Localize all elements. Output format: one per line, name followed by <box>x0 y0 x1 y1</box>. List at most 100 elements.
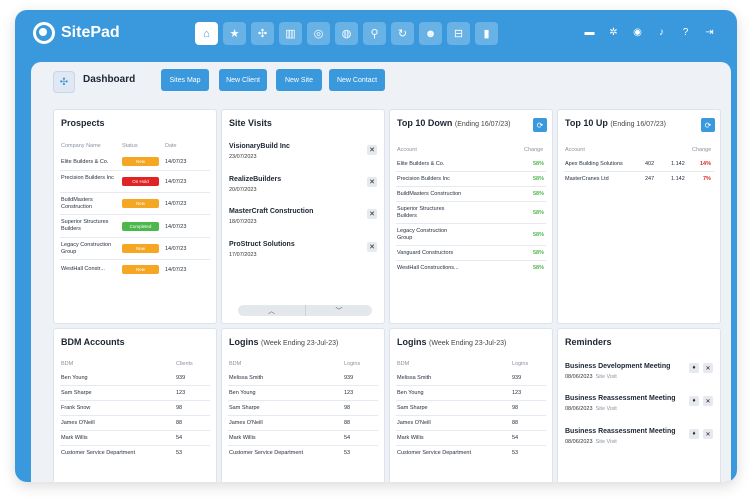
table-row[interactable]: WestHall Constr... New 14/07/23 <box>60 260 210 279</box>
change-value: 58% <box>533 210 545 216</box>
snooze-bell-icon[interactable]: ♦ <box>689 429 699 439</box>
table-row[interactable]: WestHall Constructions... 58% <box>396 261 546 276</box>
column-header: Change <box>692 147 712 153</box>
reminder-type: Site Visit <box>595 374 617 380</box>
table-row[interactable]: Frank Snow 98 <box>60 401 210 416</box>
table-row[interactable]: BuildMasters Construction 58% <box>396 187 546 202</box>
table-row[interactable]: Ben Young 123 <box>396 386 546 401</box>
remove-visit-button[interactable]: ✕ <box>367 242 377 252</box>
chevron-down-icon[interactable]: ﹀ <box>305 305 372 316</box>
remove-visit-button[interactable]: ✕ <box>367 209 377 219</box>
snooze-bell-icon[interactable]: ♦ <box>689 363 699 373</box>
table-row[interactable]: Superior Structures Builders Completed 1… <box>60 215 210 238</box>
table-row[interactable]: Apex Building Solutions 402 1.142 14% <box>564 157 714 172</box>
sites-map-button[interactable]: Sites Map <box>161 69 209 91</box>
login-count: 123 <box>344 390 354 396</box>
account-icon[interactable]: ◉ <box>633 27 642 38</box>
table-row[interactable]: Mark Willis 54 <box>228 431 378 446</box>
table-row[interactable]: BuildMasters Construction New 14/07/23 <box>60 193 210 215</box>
table-row[interactable]: Sam Sharpe 123 <box>60 386 210 401</box>
home-icon[interactable]: ⌂ <box>195 22 218 45</box>
reminder-title[interactable]: Business Development Meeting <box>565 363 671 370</box>
visit-site-name[interactable]: ProStruct Solutions <box>229 241 295 248</box>
date: 14/07/23 <box>165 179 187 185</box>
login-count: 54 <box>512 435 519 441</box>
reminder-meta: 08/06/2023 Site Visit <box>565 374 617 380</box>
reminder-title[interactable]: Business Reassessment Meeting <box>565 395 676 402</box>
table-row[interactable]: Elite Builders & Co. New 14/07/23 <box>60 153 210 171</box>
table-row[interactable]: Melissa Smith 939 <box>228 371 378 386</box>
new-contact-button[interactable]: New Contact <box>329 69 385 91</box>
table-row[interactable]: Customer Service Department 53 <box>396 446 546 461</box>
table-row[interactable]: Ben Young 123 <box>228 386 378 401</box>
column-header: Account <box>565 147 585 153</box>
bdm-name: Ben Young <box>61 375 88 381</box>
visit-date: 23/07/2023 <box>229 154 257 160</box>
logins-card: Logins (Week Ending 23-Jul-23) BDM Login… <box>389 328 553 482</box>
table-row[interactable]: Precision Builders Inc On Hold 14/07/23 <box>60 171 210 193</box>
change-value: 58% <box>533 250 545 256</box>
new-site-button[interactable]: New Site <box>276 69 322 91</box>
sitepad-logo[interactable]: SitePad <box>33 22 120 44</box>
bdm-count: 98 <box>176 405 183 411</box>
reminder-title[interactable]: Business Reassessment Meeting <box>565 428 676 435</box>
table-row[interactable]: Customer Service Department 53 <box>60 446 210 461</box>
refresh-icon[interactable]: ⟳ <box>701 118 715 132</box>
bar-chart-icon[interactable]: ▮ <box>475 22 498 45</box>
table-row[interactable]: Ben Young 939 <box>60 371 210 386</box>
globe-icon[interactable]: ◍ <box>335 22 358 45</box>
column-header: Status <box>122 143 138 149</box>
table-row[interactable]: Legacy Construction Group 58% <box>396 224 546 246</box>
table-row[interactable]: Elite Builders & Co. 58% <box>396 157 546 172</box>
status-badge: New <box>122 244 159 253</box>
status-badge: On Hold <box>122 177 159 186</box>
table-row[interactable]: Superior Structures Builders 58% <box>396 202 546 224</box>
users-icon[interactable]: ☻ <box>419 22 442 45</box>
table-row[interactable]: James O'Neill 88 <box>60 416 210 431</box>
visit-site-name[interactable]: MasterCraft Construction <box>229 208 314 215</box>
target-icon[interactable]: ◎ <box>307 22 330 45</box>
bell-icon[interactable]: ♪ <box>659 27 664 38</box>
remove-visit-button[interactable]: ✕ <box>367 145 377 155</box>
visit-site-name[interactable]: VisionaryBuild Inc <box>229 143 290 150</box>
star-icon[interactable]: ★ <box>223 22 246 45</box>
table-row[interactable]: MasterCranes Ltd 247 1.142 7% <box>564 172 714 187</box>
table-row[interactable]: Vanguard Constructors 58% <box>396 246 546 261</box>
snooze-bell-icon[interactable]: ♦ <box>689 396 699 406</box>
table-row[interactable]: James O'Neill 88 <box>396 416 546 431</box>
tool-icon[interactable]: ↻ <box>391 22 414 45</box>
close-icon[interactable]: ✕ <box>703 429 713 439</box>
help-icon[interactable]: ? <box>682 27 689 38</box>
folder-icon[interactable]: ▬ <box>584 27 595 38</box>
table-row[interactable]: Legacy Construction Group New 14/07/23 <box>60 238 210 260</box>
account-metric: 402 <box>645 161 655 167</box>
location-pin-icon[interactable]: ⚲ <box>363 22 386 45</box>
table-row[interactable]: Mark Willis 54 <box>60 431 210 446</box>
table-row[interactable]: Sam Sharpe 98 <box>228 401 378 416</box>
new-client-button[interactable]: New Client <box>219 69 267 91</box>
table-row[interactable]: Precision Builders Inc 58% <box>396 172 546 187</box>
close-icon[interactable]: ✕ <box>703 363 713 373</box>
table-row[interactable]: Customer Service Department 53 <box>228 446 378 461</box>
visit-site-name[interactable]: RealizeBuilders <box>229 176 282 183</box>
table-row[interactable]: Melissa Smith 939 <box>396 371 546 386</box>
card-title: Prospects <box>61 118 105 128</box>
chevron-up-icon[interactable]: ︿ <box>268 307 275 315</box>
account-metric: 1.142 <box>671 161 685 167</box>
status-badge: New <box>122 157 159 166</box>
basket-icon[interactable]: ⊟ <box>447 22 470 45</box>
table-row[interactable]: James O'Neill 88 <box>228 416 378 431</box>
remove-visit-button[interactable]: ✕ <box>367 177 377 187</box>
building-icon[interactable]: ▥ <box>279 22 302 45</box>
gear-icon[interactable]: ✲ <box>609 27 618 38</box>
user-name: Melissa Smith <box>229 375 264 381</box>
sites-icon[interactable]: ✣ <box>251 22 274 45</box>
user-name: Customer Service Department <box>397 450 471 456</box>
table-row[interactable]: Mark Willis 54 <box>396 431 546 446</box>
column-header: Change <box>524 147 544 153</box>
refresh-icon[interactable]: ⟳ <box>533 118 547 132</box>
logout-icon[interactable]: ⇥ <box>705 27 714 38</box>
top-10-down-card: Top 10 Down (Ending 16/07/23) ⟳ Account … <box>389 109 553 324</box>
close-icon[interactable]: ✕ <box>703 396 713 406</box>
table-row[interactable]: Sam Sharpe 98 <box>396 401 546 416</box>
